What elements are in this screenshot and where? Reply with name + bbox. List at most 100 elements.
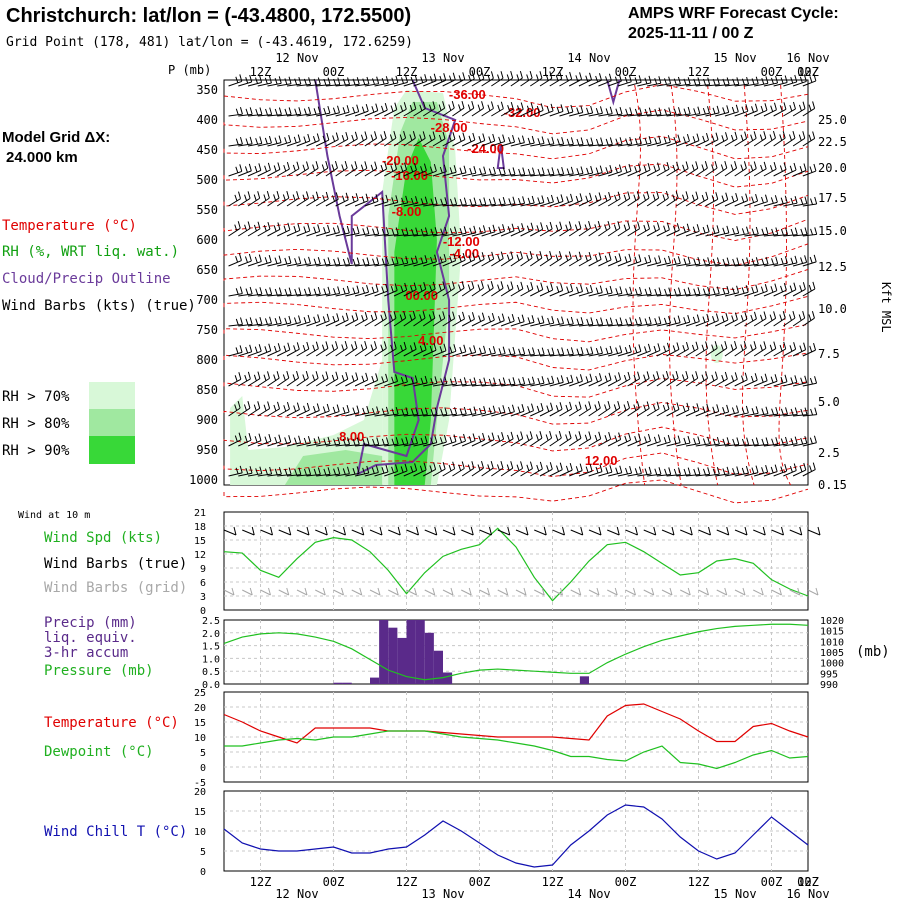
wind-barb xyxy=(228,465,243,477)
wind-barb xyxy=(471,197,487,207)
wind-barb xyxy=(715,312,729,327)
wind-barb xyxy=(247,75,263,87)
wind-barb xyxy=(705,132,719,147)
wind-barb-true xyxy=(369,526,383,536)
wind-barb xyxy=(744,103,758,117)
wind-barb-grid xyxy=(698,587,709,596)
wind-barb xyxy=(802,281,816,297)
wind-barb xyxy=(773,102,787,117)
wind-barb xyxy=(413,462,427,477)
wind-barb xyxy=(783,407,798,417)
wind-barb xyxy=(257,135,272,147)
wind-barb xyxy=(676,314,691,327)
wind-barb xyxy=(393,436,409,447)
wind-barb xyxy=(539,71,553,87)
wind-barb xyxy=(462,406,477,417)
precip-bar xyxy=(443,672,453,684)
wind-barb xyxy=(617,191,631,207)
top-hour-label: 12Z xyxy=(396,65,418,79)
wind-barb xyxy=(335,77,351,87)
cross-section-frame xyxy=(223,79,809,486)
wind-barb xyxy=(491,460,504,477)
wind-barb-true xyxy=(753,526,766,536)
wind-barb xyxy=(364,76,380,87)
wind-barb xyxy=(277,315,292,327)
wind-barb xyxy=(559,71,573,87)
wind-barb xyxy=(802,163,817,177)
wind-barb xyxy=(452,132,466,147)
wind-barb xyxy=(345,257,360,267)
wind-barb xyxy=(559,401,573,417)
wind-barb xyxy=(306,257,321,267)
wind-barb xyxy=(530,167,545,177)
wind-barb xyxy=(666,287,681,297)
wind-barb xyxy=(773,227,789,237)
wind-barb xyxy=(452,165,467,177)
wind-barb xyxy=(783,375,798,387)
wind-barb xyxy=(656,135,671,147)
wind-barb xyxy=(744,406,759,417)
wind-barb xyxy=(715,437,730,447)
wind-barb xyxy=(792,375,808,387)
wind-barb xyxy=(724,226,740,237)
wind-barb xyxy=(549,71,563,87)
wind-barb xyxy=(617,286,633,297)
wind-barb xyxy=(578,192,593,207)
wind-barb xyxy=(714,132,728,147)
wind-barb xyxy=(656,76,672,87)
wind-barb xyxy=(306,287,321,297)
wind-barb xyxy=(325,192,339,207)
wind-barb xyxy=(413,310,426,327)
wind-barb xyxy=(530,222,544,237)
isotherm xyxy=(223,401,809,425)
wind-barb xyxy=(277,134,292,147)
top-hour-label: 00Z xyxy=(797,65,819,79)
wind-barb-true xyxy=(479,526,492,536)
wind-barb xyxy=(500,223,515,237)
wind-barb xyxy=(783,196,798,207)
wind-barb xyxy=(569,463,583,477)
wind-barb xyxy=(462,225,477,237)
wind-barb xyxy=(549,167,565,177)
wind-barb xyxy=(267,222,281,237)
isotherm xyxy=(223,269,809,291)
wind-barb xyxy=(763,464,778,477)
wind-barb xyxy=(315,132,330,147)
height-tick-label: 15.0 xyxy=(818,224,847,238)
wind-barb xyxy=(607,221,621,237)
wind-barb xyxy=(442,461,456,477)
wind-barb xyxy=(276,370,290,387)
wind-barb xyxy=(413,435,428,447)
y-tick-label: 20 xyxy=(194,787,206,798)
wind-barb xyxy=(802,435,817,447)
top-hour-label: 12Z xyxy=(797,65,819,79)
wind-barb-grid xyxy=(716,587,728,596)
wind-barb xyxy=(656,401,670,417)
wind-barb xyxy=(627,287,642,297)
wind-barb xyxy=(617,401,630,417)
wind-barb xyxy=(685,256,701,267)
wind-barb xyxy=(257,221,271,237)
wind-barb xyxy=(384,311,397,327)
wind-barb xyxy=(335,192,349,207)
wind-barb-true xyxy=(315,526,328,536)
wind-barb xyxy=(500,70,514,87)
wind-barb xyxy=(549,221,563,237)
wind-barb xyxy=(491,346,506,357)
wind-barb xyxy=(754,76,769,87)
wind-barb xyxy=(646,434,661,447)
wind-barb xyxy=(345,193,359,207)
wind-barb-true xyxy=(625,526,638,536)
wind-barb xyxy=(286,467,302,477)
wind-barb xyxy=(715,105,730,117)
top-hour-label: 12Z xyxy=(250,65,272,79)
wind-barb xyxy=(598,317,613,327)
wind-barb xyxy=(461,461,475,477)
bottom-date-label: 12 Nov xyxy=(275,887,318,900)
wind-barb xyxy=(802,462,816,477)
wind-barb xyxy=(802,227,818,237)
wind-barb xyxy=(423,435,438,447)
wind-barb xyxy=(676,341,689,357)
wind-barb xyxy=(549,375,564,387)
